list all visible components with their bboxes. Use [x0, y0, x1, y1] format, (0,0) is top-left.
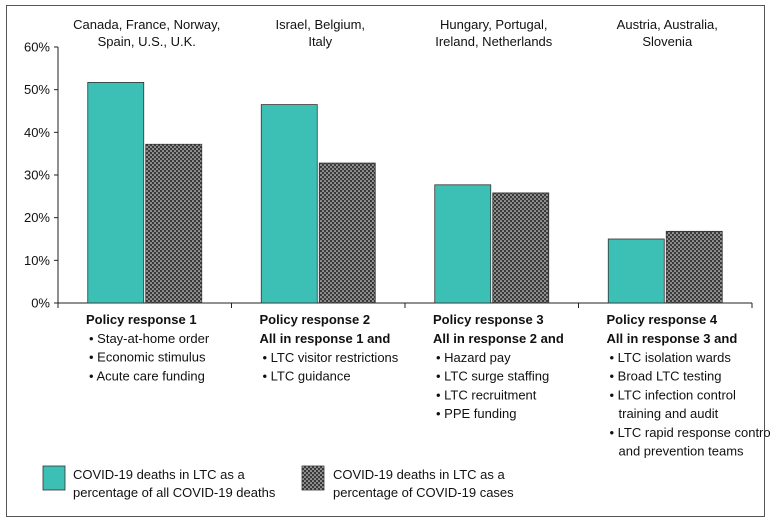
category-label: Spain, U.S., U.K. — [98, 34, 196, 49]
y-tick-label: 20% — [24, 210, 50, 225]
policy-item: • Economic stimulus — [89, 350, 206, 365]
category-label: Ireland, Netherlands — [435, 34, 553, 49]
bar-series-2 — [492, 192, 550, 304]
bar-series-2 — [318, 162, 376, 304]
policy-title: Policy response 2 — [260, 312, 371, 327]
policy-item: • LTC recruitment — [436, 387, 537, 402]
policy-item: • LTC visitor restrictions — [263, 350, 399, 365]
bar-series-1 — [260, 104, 318, 304]
policy-title: Policy response 3 — [433, 312, 544, 327]
policy-item: • LTC rapid response control — [610, 425, 771, 440]
bar-series-1 — [434, 184, 492, 304]
legend-label-series-2: percentage of COVID-19 cases — [333, 485, 514, 500]
bar-series-2 — [665, 230, 723, 304]
policy-item: • Stay-at-home order — [89, 331, 210, 346]
policy-item: • LTC surge staffing — [436, 369, 549, 384]
policy-item: • LTC guidance — [263, 369, 351, 384]
legend-label-series-1: COVID-19 deaths in LTC as a — [73, 467, 245, 482]
category-label: Israel, Belgium, — [275, 17, 365, 32]
y-tick-label: 0% — [31, 296, 50, 311]
legend-swatch-series-2 — [301, 465, 325, 491]
category-label: Italy — [308, 34, 332, 49]
legend-label-series-2: COVID-19 deaths in LTC as a — [333, 467, 505, 482]
policy-title: Policy response 1 — [86, 312, 197, 327]
bar-series-2 — [145, 143, 203, 304]
policy-title: Policy response 4 — [607, 312, 718, 327]
policy-item: • LTC isolation wards — [610, 350, 732, 365]
policy-item: • PPE funding — [436, 406, 516, 421]
bar-series-1 — [607, 238, 665, 304]
y-tick-label: 10% — [24, 253, 50, 268]
policy-title: All in response 1 and — [260, 331, 391, 346]
policy-item: training and audit — [619, 406, 719, 421]
policy-item: • Acute care funding — [89, 368, 205, 383]
category-label: Austria, Australia, — [617, 17, 718, 32]
bar-series-1 — [87, 82, 145, 304]
policy-item: • LTC infection control — [610, 387, 737, 402]
category-label: Slovenia — [642, 34, 693, 49]
policy-item: • Broad LTC testing — [610, 369, 722, 384]
policy-title: All in response 3 and — [607, 331, 738, 346]
legend-swatch-series-1 — [42, 465, 66, 491]
y-tick-label: 60% — [24, 40, 50, 55]
y-tick-label: 40% — [24, 125, 50, 140]
policy-item: • Hazard pay — [436, 350, 511, 365]
category-label: Canada, France, Norway, — [73, 17, 220, 32]
policy-title: All in response 2 and — [433, 331, 564, 346]
category-label: Hungary, Portugal, — [440, 17, 547, 32]
legend-label-series-1: percentage of all COVID-19 deaths — [73, 485, 276, 500]
y-tick-label: 50% — [24, 82, 50, 97]
y-tick-label: 30% — [24, 168, 50, 183]
policy-item: and prevention teams — [619, 444, 745, 459]
